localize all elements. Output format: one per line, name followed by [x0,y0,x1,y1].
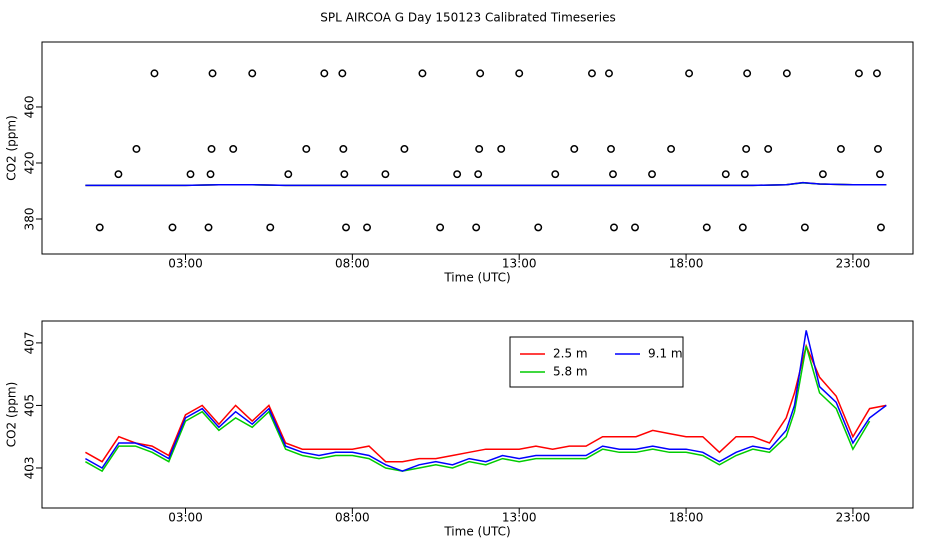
legend-box [509,336,684,388]
data-point [132,145,141,153]
chart-title: SPL AIRCOA G Day 150123 Calibrated Times… [320,11,615,25]
data-point [818,170,827,179]
data-point [648,170,656,179]
data-point [338,69,347,78]
x-tick-label: 03:00 [168,257,203,271]
data-point [266,223,275,232]
x-axis-label: Time (UTC) [443,525,510,539]
data-point [95,223,104,232]
data-point [400,145,409,153]
data-point [667,145,676,153]
data-point [702,223,711,232]
data-point [764,145,773,153]
x-tick-label: 13:00 [502,511,537,525]
data-point [854,69,863,78]
x-tick-label: 23:00 [836,257,871,271]
data-point [782,69,791,78]
series-line [85,343,887,463]
y-tick-label: 380 [23,208,37,231]
legend-label: 5.8 m [553,365,588,379]
data-point [474,170,483,179]
data-point [534,223,543,232]
data-point [284,170,293,179]
data-point [551,170,560,179]
data-point [738,223,747,232]
data-point [208,69,217,78]
y-axis-label: CO2 (ppm) [5,382,19,448]
x-tick-label: 18:00 [669,511,704,525]
y-tick-label: 403 [23,457,37,480]
x-axis-label: Time (UTC) [443,271,510,285]
data-point [515,69,524,78]
data-point [742,145,751,153]
data-point [453,170,462,179]
data-point [476,69,485,78]
data-point [685,69,694,78]
data-point [607,145,615,153]
data-point [740,170,749,179]
data-point [186,170,195,179]
data-point [204,223,213,232]
y-axis-label: CO2 (ppm) [5,115,19,181]
data-point [342,223,350,232]
data-point [743,69,752,78]
data-point [320,69,329,78]
data-point [610,223,618,232]
data-point [248,69,257,78]
series-line [85,330,887,472]
x-tick-label: 13:00 [502,257,537,271]
data-point [472,223,481,232]
data-point [721,170,730,179]
data-point [340,170,349,179]
data-point [168,223,177,232]
data-point [874,145,882,153]
data-point [475,145,484,153]
data-point [800,223,809,232]
data-point [302,145,311,153]
data-point [381,170,390,179]
data-point [418,69,427,78]
x-tick-label: 23:00 [836,511,871,525]
data-point [570,145,579,153]
data-point [836,145,845,153]
data-point [114,170,123,179]
data-point [631,223,639,232]
legend-label: 9.1 m [648,347,683,361]
data-point [877,223,885,232]
data-point [229,145,238,153]
data-point [497,145,506,153]
x-tick-label: 08:00 [335,511,370,525]
data-point [605,69,613,78]
data-point [363,223,371,232]
data-point [436,223,445,232]
x-tick-label: 03:00 [168,511,203,525]
y-tick-label: 407 [23,331,37,354]
legend-label: 2.5 m [553,347,588,361]
data-point [588,69,596,78]
y-tick-label: 460 [23,96,37,119]
series-line [85,345,871,473]
plot-frame [41,41,914,255]
plot-frame [41,320,914,509]
data-point [150,69,159,78]
data-point [876,170,884,179]
y-tick-label: 405 [23,394,37,417]
series-line [85,181,887,187]
data-point [609,170,617,179]
data-point [339,145,348,153]
x-tick-label: 08:00 [335,257,370,271]
data-point [207,145,216,153]
data-point [873,69,881,78]
x-tick-label: 18:00 [669,257,704,271]
data-point [206,170,215,179]
y-tick-label: 420 [23,152,37,175]
